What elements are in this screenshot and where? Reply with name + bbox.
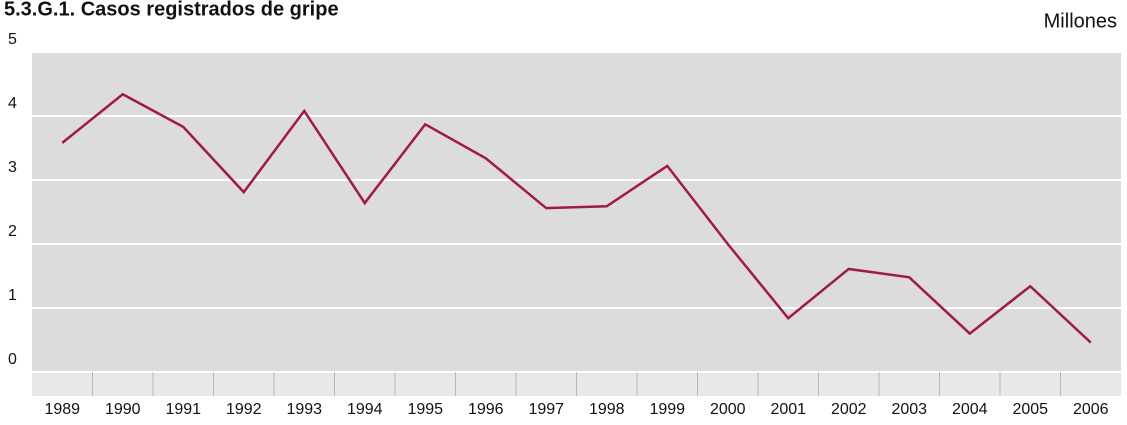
y-tick-label: 5 — [8, 31, 17, 48]
x-tick-label: 2006 — [1073, 401, 1109, 418]
x-tick-label: 2004 — [952, 401, 988, 418]
y-tick-label: 4 — [8, 95, 17, 112]
chart-title: 5.3.G.1. Casos registrados de gripe — [4, 0, 339, 20]
x-tick-label: 1992 — [226, 401, 262, 418]
y-tick-label: 1 — [8, 287, 17, 304]
x-tick-label: 1999 — [649, 401, 685, 418]
plot-area — [32, 52, 1121, 372]
y-tick-label: 0 — [8, 351, 17, 368]
y-tick-label: 2 — [8, 223, 17, 240]
x-tick-label: 1991 — [165, 401, 201, 418]
x-tick-label: 1993 — [286, 401, 322, 418]
x-tick-label: 1997 — [528, 401, 564, 418]
x-tick-label: 1990 — [105, 401, 141, 418]
unit-label: Millones — [1044, 10, 1117, 32]
data-line — [61, 92, 1092, 344]
x-tick-label: 2001 — [770, 401, 806, 418]
x-tick-label: 1996 — [468, 401, 504, 418]
x-tick-label: 2005 — [1012, 401, 1048, 418]
x-tick-label: 1995 — [407, 401, 443, 418]
y-tick-label: 3 — [8, 159, 17, 176]
x-tick-label: 2000 — [710, 401, 746, 418]
x-tick-label: 1994 — [347, 401, 383, 418]
x-tick-label: 2003 — [891, 401, 927, 418]
x-tick-label: 1998 — [589, 401, 625, 418]
x-tick-label: 2002 — [831, 401, 867, 418]
x-tick-label: 1989 — [44, 401, 80, 418]
